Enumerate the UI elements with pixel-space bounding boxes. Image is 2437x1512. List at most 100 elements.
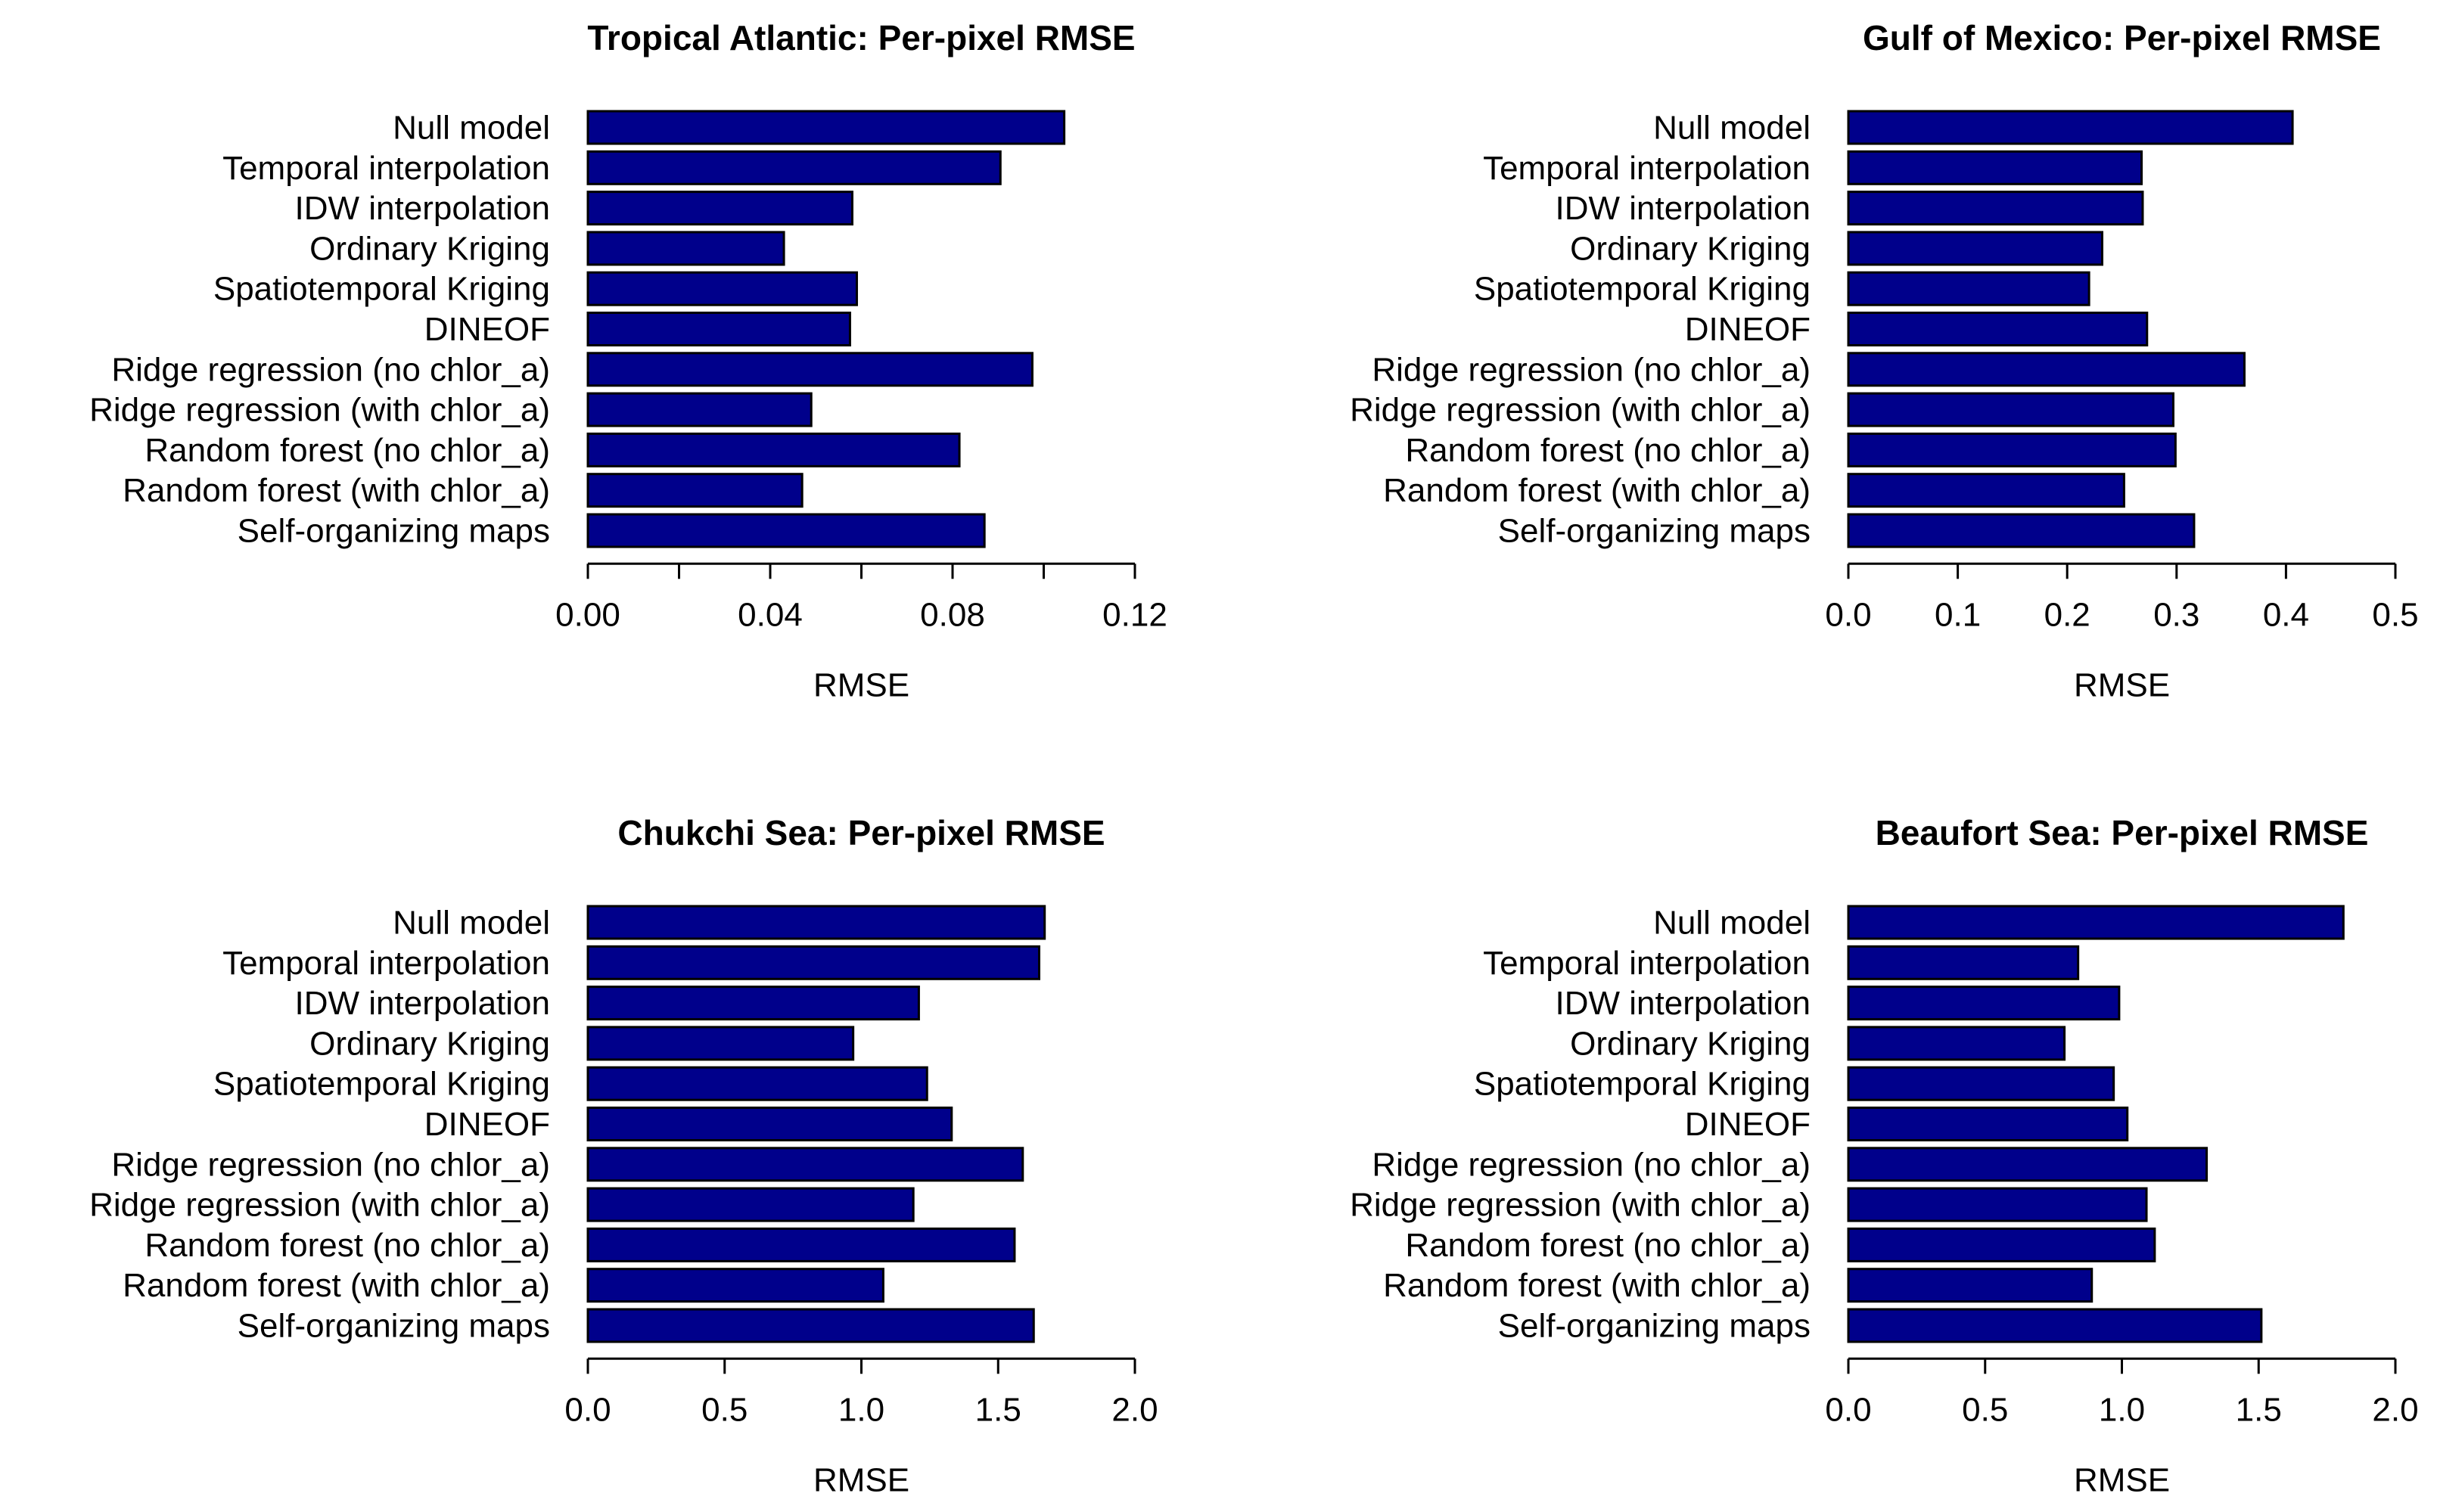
category-label: Self-organizing maps bbox=[238, 513, 550, 550]
category-label: Random forest (no chlor_a) bbox=[1405, 1227, 1811, 1264]
bar bbox=[586, 945, 1040, 980]
category-label: IDW interpolation bbox=[1556, 985, 1811, 1022]
bar bbox=[586, 432, 961, 467]
bar bbox=[586, 231, 785, 266]
category-label: Temporal interpolation bbox=[1483, 945, 1811, 982]
category-label: Null model bbox=[393, 905, 550, 942]
category-label: Ordinary Kriging bbox=[1570, 1025, 1811, 1062]
chart-panel-2: Gulf of Mexico: Per-pixel RMSE Null model… bbox=[1350, 18, 2419, 703]
category-label: Null model bbox=[1653, 110, 1811, 147]
category-label: Random forest (with chlor_a) bbox=[1383, 1267, 1811, 1304]
x-axis-label: RMSE bbox=[2074, 1461, 2170, 1498]
x-tick-label: 0.12 bbox=[1102, 596, 1167, 633]
x-tick-label: 0.2 bbox=[2044, 596, 2090, 633]
bar bbox=[1847, 1187, 2148, 1222]
category-label: Ridge regression (with chlor_a) bbox=[1350, 1187, 1811, 1224]
category-label: DINEOF bbox=[1685, 311, 1811, 348]
bar bbox=[1847, 312, 2149, 346]
x-tick-label: 0.5 bbox=[701, 1391, 748, 1428]
x-axis-label: RMSE bbox=[813, 666, 909, 703]
category-label: Ridge regression (no chlor_a) bbox=[111, 351, 550, 388]
bar bbox=[586, 1227, 1016, 1262]
bar bbox=[1847, 110, 2294, 145]
x-tick-label: 0.04 bbox=[738, 596, 803, 633]
category-label: Random forest (no chlor_a) bbox=[1405, 432, 1811, 469]
bar bbox=[586, 150, 1002, 185]
category-label: DINEOF bbox=[424, 311, 550, 348]
bar bbox=[1847, 271, 2090, 306]
x-tick-label: 0.00 bbox=[555, 596, 620, 633]
chart-title: Beaufort Sea: Per-pixel RMSE bbox=[1876, 813, 2369, 852]
bar bbox=[586, 312, 851, 346]
category-label: Random forest (with chlor_a) bbox=[1383, 472, 1811, 509]
bar bbox=[1847, 513, 2196, 548]
x-axis-label: RMSE bbox=[813, 1461, 909, 1498]
bar bbox=[586, 473, 804, 508]
chart-title: Chukchi Sea: Per-pixel RMSE bbox=[617, 813, 1105, 852]
x-tick-label: 0.0 bbox=[1825, 596, 1871, 633]
x-tick-label: 0.5 bbox=[1962, 1391, 2008, 1428]
category-label: Ridge regression (with chlor_a) bbox=[89, 392, 550, 429]
bar bbox=[586, 1026, 855, 1061]
category-label: Self-organizing maps bbox=[1498, 513, 1811, 550]
bar bbox=[1847, 392, 2174, 427]
x-tick-label: 0.1 bbox=[1935, 596, 1981, 633]
bar bbox=[586, 1147, 1024, 1182]
category-label: DINEOF bbox=[1685, 1106, 1811, 1143]
bar bbox=[586, 905, 1046, 940]
bar bbox=[1847, 150, 2143, 185]
bar bbox=[1847, 1026, 2066, 1061]
x-tick-label: 0.4 bbox=[2263, 596, 2309, 633]
x-tick-label: 0.08 bbox=[920, 596, 985, 633]
x-tick-label: 0.3 bbox=[2153, 596, 2199, 633]
bar bbox=[586, 1107, 953, 1141]
x-tick-label: 1.5 bbox=[2236, 1391, 2282, 1428]
x-axis-label: RMSE bbox=[2074, 666, 2170, 703]
category-label: Spatiotemporal Kriging bbox=[213, 271, 550, 308]
category-label: Ridge regression (with chlor_a) bbox=[1350, 392, 1811, 429]
bar bbox=[586, 1066, 928, 1101]
category-label: DINEOF bbox=[424, 1106, 550, 1143]
category-label: Self-organizing maps bbox=[1498, 1308, 1811, 1345]
category-label: Ordinary Kriging bbox=[1570, 230, 1811, 267]
bar bbox=[586, 352, 1034, 387]
category-label: Random forest (with chlor_a) bbox=[123, 1267, 550, 1304]
bar bbox=[1847, 473, 2125, 508]
x-tick-label: 0.0 bbox=[564, 1391, 611, 1428]
bar bbox=[586, 110, 1066, 145]
bar bbox=[1847, 191, 2144, 226]
bar bbox=[586, 1187, 915, 1222]
bar bbox=[1847, 432, 2177, 467]
x-tick-label: 2.0 bbox=[2372, 1391, 2418, 1428]
category-label: IDW interpolation bbox=[295, 985, 550, 1022]
category-label: Spatiotemporal Kriging bbox=[1474, 271, 1811, 308]
category-label: Ridge regression (no chlor_a) bbox=[1372, 351, 1811, 388]
bar bbox=[586, 986, 920, 1021]
category-label: Ridge regression (no chlor_a) bbox=[1372, 1146, 1811, 1183]
bar bbox=[586, 191, 853, 226]
x-tick-label: 0.5 bbox=[2372, 596, 2418, 633]
category-label: Ordinary Kriging bbox=[309, 230, 550, 267]
bar bbox=[1847, 986, 2121, 1021]
bar bbox=[1847, 1147, 2209, 1182]
category-label: Random forest (no chlor_a) bbox=[145, 432, 550, 469]
bar bbox=[586, 513, 986, 548]
bar bbox=[1847, 352, 2246, 387]
bar bbox=[1847, 1107, 2129, 1141]
category-label: Spatiotemporal Kriging bbox=[1474, 1066, 1811, 1103]
category-label: Ridge regression (with chlor_a) bbox=[89, 1187, 550, 1224]
chart-title: Gulf of Mexico: Per-pixel RMSE bbox=[1863, 18, 2381, 57]
x-tick-label: 0.0 bbox=[1825, 1391, 1871, 1428]
category-label: Null model bbox=[393, 110, 550, 147]
bar bbox=[1847, 905, 2345, 940]
category-label: IDW interpolation bbox=[295, 190, 550, 227]
bar bbox=[586, 1268, 884, 1303]
bar bbox=[586, 392, 813, 427]
category-label: Temporal interpolation bbox=[222, 150, 550, 187]
category-label: Ridge regression (no chlor_a) bbox=[111, 1146, 550, 1183]
category-label: Random forest (with chlor_a) bbox=[123, 472, 550, 509]
category-label: Random forest (no chlor_a) bbox=[145, 1227, 550, 1264]
category-label: Ordinary Kriging bbox=[309, 1025, 550, 1062]
chart-panel-3: Chukchi Sea: Per-pixel RMSE Null modelTem… bbox=[89, 813, 1158, 1498]
